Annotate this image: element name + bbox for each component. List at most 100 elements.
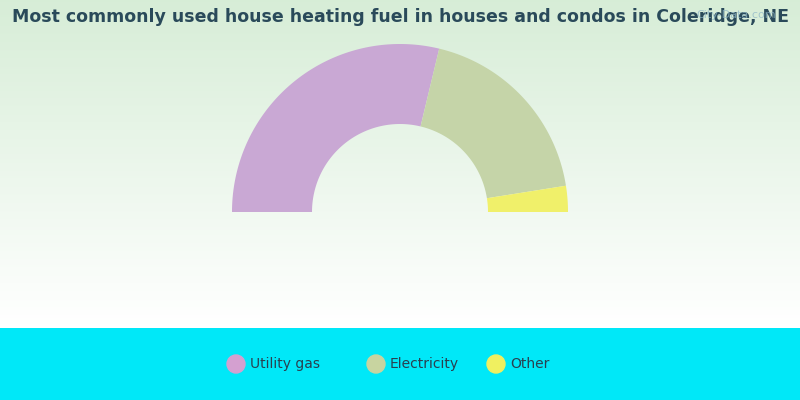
Bar <box>0 18 800 20</box>
Bar <box>0 189 800 190</box>
Bar <box>0 158 800 160</box>
Bar <box>0 237 800 238</box>
Bar <box>0 26 800 27</box>
Bar <box>0 103 800 104</box>
Bar <box>0 8 800 9</box>
Bar <box>0 119 800 120</box>
Bar <box>0 139 800 140</box>
Bar <box>0 292 800 293</box>
Bar <box>0 177 800 178</box>
Bar <box>0 320 800 322</box>
Bar <box>0 71 800 72</box>
Bar <box>0 244 800 245</box>
Bar <box>0 57 800 58</box>
Bar <box>0 268 800 269</box>
Bar <box>0 232 800 233</box>
Bar <box>0 295 800 296</box>
Bar <box>0 96 800 97</box>
Bar <box>0 50 800 51</box>
Bar <box>0 244 800 245</box>
Bar <box>0 322 800 324</box>
Bar <box>0 234 800 235</box>
Bar <box>0 115 800 116</box>
Bar <box>0 312 800 313</box>
Bar <box>0 110 800 112</box>
Bar <box>0 274 800 276</box>
Bar <box>0 174 800 175</box>
Bar <box>0 314 800 315</box>
Bar <box>0 190 800 191</box>
Bar <box>0 133 800 134</box>
Bar <box>0 43 800 44</box>
Bar <box>0 152 800 153</box>
Bar <box>0 155 800 156</box>
Bar <box>0 295 800 296</box>
Bar <box>0 143 800 144</box>
Bar <box>0 269 800 270</box>
Bar <box>0 51 800 52</box>
Bar <box>0 36 800 37</box>
Bar <box>0 186 800 187</box>
Bar <box>0 95 800 96</box>
Bar <box>0 118 800 119</box>
Bar <box>0 293 800 294</box>
Bar <box>0 187 800 188</box>
Bar <box>0 130 800 131</box>
Bar <box>0 226 800 228</box>
Bar <box>0 56 800 57</box>
Bar <box>0 163 800 164</box>
Bar <box>0 224 800 225</box>
Bar <box>0 68 800 69</box>
Bar <box>0 242 800 243</box>
Bar <box>0 48 800 49</box>
Bar <box>0 280 800 281</box>
Bar <box>0 85 800 86</box>
Bar <box>0 79 800 80</box>
Bar <box>0 9 800 10</box>
Bar <box>0 211 800 212</box>
Bar <box>0 165 800 166</box>
Bar <box>0 128 800 129</box>
Bar <box>0 319 800 320</box>
Bar <box>0 250 800 252</box>
Bar <box>0 260 800 261</box>
Bar <box>0 28 800 30</box>
Bar <box>0 45 800 46</box>
Bar <box>0 92 800 93</box>
Bar <box>0 258 800 259</box>
Bar <box>0 62 800 64</box>
Polygon shape <box>487 186 568 212</box>
Bar <box>0 54 800 55</box>
Bar <box>0 76 800 78</box>
Text: Utility gas: Utility gas <box>250 357 320 371</box>
Bar <box>0 40 800 42</box>
Bar <box>0 296 800 297</box>
Bar <box>0 44 800 45</box>
Bar <box>0 144 800 146</box>
Bar <box>0 138 800 139</box>
Bar <box>0 206 800 207</box>
Bar <box>0 160 800 161</box>
Bar <box>0 168 800 170</box>
Bar <box>0 141 800 142</box>
Bar <box>0 131 800 132</box>
Bar <box>0 228 800 230</box>
Bar <box>0 49 800 50</box>
Bar <box>0 266 800 267</box>
Bar <box>0 115 800 116</box>
Bar <box>0 137 800 138</box>
Bar <box>0 267 800 268</box>
Bar <box>0 26 800 27</box>
Bar <box>0 210 800 211</box>
Bar <box>0 266 800 267</box>
Bar <box>0 297 800 298</box>
Bar <box>0 92 800 93</box>
Bar <box>0 57 800 58</box>
Bar <box>0 151 800 152</box>
Bar <box>0 240 800 242</box>
Bar <box>0 67 800 68</box>
Bar <box>0 112 800 113</box>
Bar <box>0 144 800 146</box>
Bar <box>0 313 800 314</box>
Text: City-Data.com: City-Data.com <box>696 10 776 20</box>
